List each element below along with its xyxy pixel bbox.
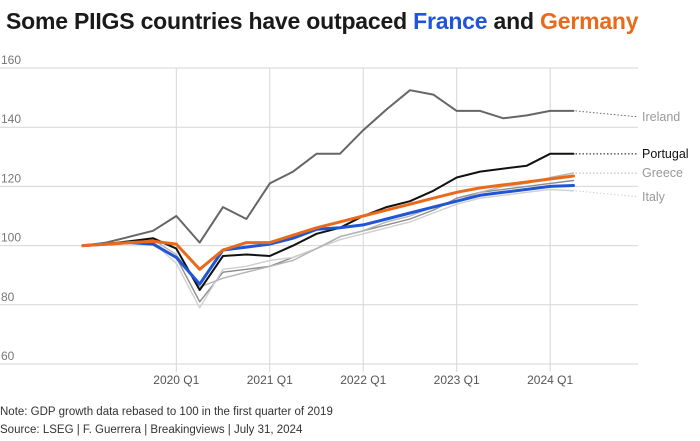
series-line-germany xyxy=(81,174,575,271)
title-germany: Germany xyxy=(540,8,639,34)
x-tick-label: 2022 Q1 xyxy=(340,373,386,387)
source-line: Source: LSEG | F. Guerrera | Breakingvie… xyxy=(0,424,303,436)
leader-line-italy xyxy=(575,190,639,198)
title-prefix: Some PIIGS countries have outpaced xyxy=(6,8,414,34)
chart-title: Some PIIGS countries have outpaced Franc… xyxy=(6,8,639,35)
footnote: Note: GDP growth data rebased to 100 in … xyxy=(0,406,333,418)
series-line-greece xyxy=(82,172,575,288)
x-tick-label: 2021 Q1 xyxy=(247,373,293,387)
title-france: France xyxy=(413,8,488,34)
x-tick-label: 2023 Q1 xyxy=(434,373,480,387)
series-label-greece: Greece xyxy=(642,166,683,180)
series-label-italy: Italy xyxy=(642,190,666,204)
series-label-ireland: Ireland xyxy=(642,110,680,124)
series-line-italy xyxy=(82,188,575,309)
series-line-portugal xyxy=(81,152,575,291)
y-tick-label: 80 xyxy=(1,290,15,304)
x-tick-label: 2024 Q1 xyxy=(527,373,573,387)
y-tick-label: 100 xyxy=(1,231,21,245)
series-label-portugal: Portugal xyxy=(642,147,689,161)
y-tick-label: 60 xyxy=(1,349,15,363)
series-line-ireland xyxy=(81,89,575,247)
y-tick-label: 120 xyxy=(1,171,21,185)
y-tick-label: 160 xyxy=(1,53,21,67)
x-tick-label: 2020 Q1 xyxy=(153,373,199,387)
series-line-france xyxy=(81,184,575,286)
y-tick-label: 140 xyxy=(1,112,21,126)
leader-line-ireland xyxy=(575,110,639,118)
title-and: and xyxy=(487,8,541,34)
